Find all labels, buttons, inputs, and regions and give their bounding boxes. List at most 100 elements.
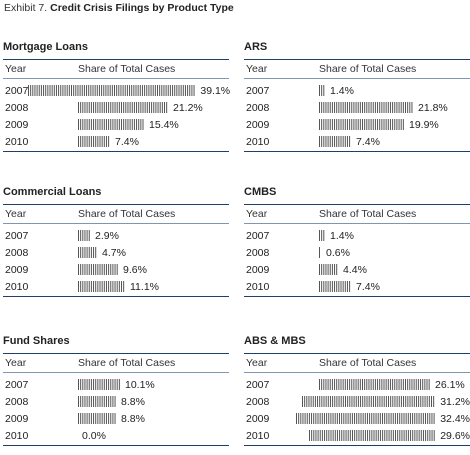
bar-stripe — [121, 281, 122, 292]
bar-stripe — [380, 413, 382, 424]
bar-stripe — [402, 102, 404, 113]
bar-stripe — [118, 119, 120, 130]
bar-stripe — [358, 413, 360, 424]
bar-stripe — [337, 430, 339, 441]
bar-stripe — [108, 379, 110, 390]
bar-stripe — [114, 102, 116, 113]
bar-stripe — [191, 85, 193, 96]
bar-stripe — [86, 379, 88, 390]
bar-stripe — [367, 430, 369, 441]
bar-stripe — [321, 396, 323, 407]
bar-stripe — [112, 379, 114, 390]
bar-stripe — [86, 281, 88, 292]
bar-stripe — [95, 396, 97, 407]
table-row: 2010 7.4% — [3, 133, 229, 150]
bar-stripe — [101, 281, 103, 292]
bar-stripe — [105, 379, 107, 390]
table-row: 2008 0.6% — [244, 244, 470, 261]
footer-rule — [3, 296, 229, 297]
x-axis-label: Year — [246, 63, 268, 75]
bar-stripe — [112, 102, 114, 113]
footer-rule — [244, 151, 470, 152]
bar-stripe — [97, 396, 99, 407]
bar-stripe — [88, 396, 90, 407]
x-axis-label: Year — [5, 63, 27, 75]
bar-stripe — [335, 430, 337, 441]
bar-stripe — [340, 136, 342, 147]
bar-stripe — [84, 379, 86, 390]
bar-stripe — [82, 119, 84, 130]
bar — [78, 281, 126, 292]
bar-stripe — [97, 413, 99, 424]
bar-stripe — [90, 379, 92, 390]
bar-stripe — [329, 281, 331, 292]
bar-stripe — [161, 102, 163, 113]
bar-stripe — [108, 119, 110, 130]
bar-stripe — [408, 430, 410, 441]
bar-stripe — [426, 396, 428, 407]
bar-stripes — [319, 230, 325, 241]
bar-stripe — [116, 85, 118, 96]
table-row: 2008 31.2% — [244, 393, 470, 410]
bar-stripe — [392, 413, 394, 424]
bar-stripes — [78, 136, 110, 147]
bar-stripe — [357, 379, 359, 390]
bar-stripe — [372, 379, 374, 390]
bar-stripe — [127, 102, 129, 113]
bar-stripe — [381, 379, 383, 390]
bar — [319, 379, 431, 390]
bar-stripe — [99, 413, 101, 424]
bar-stripe — [97, 281, 99, 292]
data-label: 32.4% — [440, 412, 470, 425]
bar-stripe — [127, 85, 129, 96]
bar-stripe — [300, 413, 302, 424]
bar-stripe — [110, 102, 112, 113]
bar-stripe — [138, 119, 140, 130]
bar-stripe — [381, 119, 383, 130]
bar-stripes — [296, 413, 435, 424]
bar-stripe — [370, 379, 372, 390]
bar-stripe — [103, 264, 105, 275]
bar-stripe — [398, 102, 400, 113]
bar-stripe — [88, 413, 90, 424]
bar-stripe — [88, 247, 90, 258]
bar-stripe — [389, 119, 391, 130]
bar-stripe — [151, 102, 153, 113]
bar-stripe — [420, 379, 422, 390]
bar-stripe — [366, 119, 368, 130]
bar-stripe — [121, 119, 122, 130]
bar-stripe — [377, 102, 379, 113]
bar-stripe — [349, 102, 351, 113]
bar-stripe — [345, 413, 347, 424]
bar-stripe — [319, 281, 320, 292]
bar-stripe — [99, 119, 101, 130]
bar-stripe — [309, 413, 311, 424]
bar-stripe — [88, 102, 90, 113]
bar-stripe — [388, 396, 390, 407]
bar-stripe — [97, 85, 99, 96]
bar-stripe — [369, 413, 371, 424]
bar-stripe — [329, 119, 331, 130]
bar-stripe — [390, 413, 392, 424]
bar-stripe — [142, 119, 144, 130]
tick-label: 2010 — [246, 135, 270, 148]
bar-stripe — [101, 413, 103, 424]
bar-stripe — [398, 119, 400, 130]
bar-stripe — [384, 413, 386, 424]
bar-stripe — [344, 119, 346, 130]
bar-stripe — [176, 85, 178, 96]
bar-stripe — [88, 85, 90, 96]
bar-stripe — [396, 396, 398, 407]
bar-stripe — [159, 102, 161, 113]
bar-stripe — [343, 413, 345, 424]
column-header-row: Year Share of Total Cases — [3, 60, 229, 78]
bar-stripe — [105, 413, 107, 424]
bar-stripe — [193, 85, 195, 96]
bar-stripe — [108, 281, 110, 292]
bar-stripe — [342, 136, 344, 147]
bar-stripe — [90, 102, 92, 113]
bar-stripes — [28, 85, 195, 96]
bar-stripe — [101, 396, 103, 407]
bar-stripe — [138, 102, 140, 113]
bar-stripe — [133, 102, 135, 113]
